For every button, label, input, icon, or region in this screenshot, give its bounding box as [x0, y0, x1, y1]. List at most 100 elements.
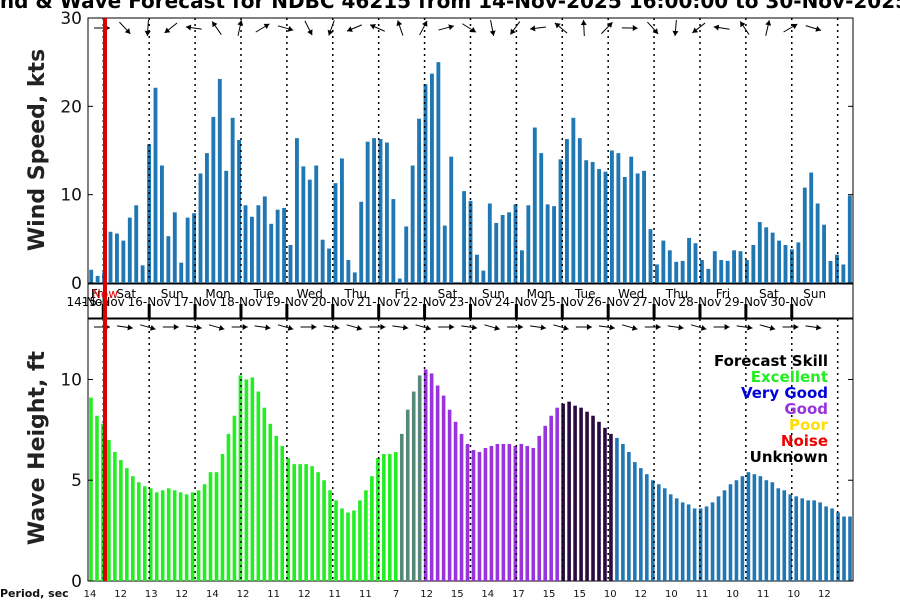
date-label: 18-Nov — [219, 295, 262, 309]
wind-bar — [121, 240, 126, 283]
wind-bar — [674, 261, 679, 283]
wave-direction-arrow-icon — [438, 324, 455, 330]
wave-bar — [316, 472, 320, 581]
period-label: 15 — [573, 589, 586, 600]
day-name-label: Mon — [205, 287, 230, 301]
wave-bar — [405, 409, 410, 581]
wave-direction-arrow-icon — [369, 324, 386, 330]
wave-ytick-label: 0 — [71, 572, 82, 592]
date-tick-mark — [698, 304, 702, 318]
wind-bar — [693, 243, 698, 283]
wave-direction-arrow-icon — [185, 324, 202, 331]
chart-title: Wind & Wave Forecast for NDBC 46215 from… — [0, 0, 900, 13]
wave-direction-arrow-icon — [208, 324, 225, 331]
period-label: 11 — [757, 589, 770, 600]
day-name-label: Wed — [297, 287, 323, 301]
wind-direction-arrow-icon — [419, 20, 428, 36]
period-label: 10 — [726, 589, 739, 600]
day-name-label: Wed — [618, 287, 644, 301]
wave-bar — [495, 443, 500, 581]
date-tick-mark — [377, 304, 381, 318]
wave-bar — [848, 516, 852, 581]
wind-bar — [648, 229, 653, 283]
wind-bar — [635, 173, 640, 283]
wave-direction-arrow-icon — [621, 324, 638, 331]
wave-direction-arrow-icon — [140, 324, 156, 331]
wind-bar — [404, 226, 409, 283]
wind-bar — [250, 216, 254, 283]
wind-bar — [500, 214, 505, 283]
wave-bar — [154, 492, 159, 581]
date-label: 30-Nov — [770, 295, 813, 309]
period-label: 11 — [267, 589, 280, 600]
wind-direction-arrow-icon — [164, 22, 178, 34]
day-name-label: Fri — [716, 287, 730, 301]
wind-bar — [584, 160, 589, 283]
period-label: 15 — [543, 589, 556, 600]
wave-bar — [429, 373, 434, 581]
wave-bar — [692, 508, 697, 581]
wave-bar — [238, 375, 243, 581]
wind-bar — [629, 156, 634, 283]
wave-bar — [310, 466, 314, 581]
day-name-label: Sun — [482, 287, 505, 301]
wind-bar — [442, 225, 447, 283]
wave-bar — [686, 504, 691, 581]
wind-bar — [552, 206, 556, 283]
wave-bar — [836, 512, 840, 581]
wind-bar — [198, 173, 203, 283]
wave-ylabel: Wave Height, ft — [25, 350, 50, 545]
wave-bar — [794, 496, 799, 581]
period-label: 13 — [145, 589, 158, 600]
date-tick-mark — [652, 304, 656, 318]
wind-bar — [430, 73, 434, 284]
wind-bar — [790, 249, 794, 283]
wind-direction-arrow-icon — [462, 23, 477, 33]
wave-bar — [519, 443, 524, 581]
period-label: 12 — [114, 589, 127, 600]
wind-bar — [378, 139, 383, 283]
wind-bar — [745, 260, 749, 283]
wave-bar — [549, 415, 553, 581]
wave-bar — [95, 415, 99, 581]
wave-bar — [244, 379, 249, 581]
wave-bar — [633, 462, 637, 581]
wind-bar — [160, 165, 164, 283]
wave-bar — [680, 502, 685, 581]
day-name-label: Sat — [759, 287, 779, 301]
day-name-label: Sun — [161, 287, 184, 301]
date-label: 23-Nov — [449, 295, 492, 309]
wind-bar — [320, 239, 325, 283]
wind-bar — [230, 117, 235, 283]
wind-bar — [288, 245, 293, 283]
wind-bar — [140, 265, 145, 283]
wind-bar — [185, 217, 190, 283]
legend-entry: Excellent — [751, 368, 828, 386]
date-label: 14-Nov — [66, 295, 109, 309]
wave-bar — [441, 395, 446, 581]
wave-direction-arrow-icon — [277, 324, 294, 331]
wind-bar — [764, 227, 769, 283]
period-label: 11 — [328, 589, 341, 600]
wind-bar — [835, 254, 839, 283]
wave-bar — [113, 452, 117, 581]
wind-bar — [565, 139, 569, 283]
wave-bar — [196, 490, 201, 581]
period-label: 10 — [787, 589, 800, 600]
wave-bar — [376, 458, 380, 581]
wave-bar — [178, 492, 183, 581]
wind-bar — [166, 236, 171, 283]
wave-ytick-label: 5 — [71, 471, 82, 491]
wave-bar — [364, 490, 368, 581]
wind-bar — [307, 179, 312, 283]
wind-bar — [532, 127, 537, 283]
date-tick-mark — [514, 304, 518, 318]
wave-bar — [704, 506, 709, 581]
date-tick-mark — [331, 304, 335, 318]
day-name-label: Tue — [574, 287, 596, 301]
wind-direction-arrow-icon — [277, 25, 294, 32]
wave-bar — [812, 500, 816, 581]
wave-bar — [447, 409, 452, 581]
wave-height-panel: 0 5 10 — [60, 318, 854, 592]
wave-bar — [453, 421, 458, 581]
